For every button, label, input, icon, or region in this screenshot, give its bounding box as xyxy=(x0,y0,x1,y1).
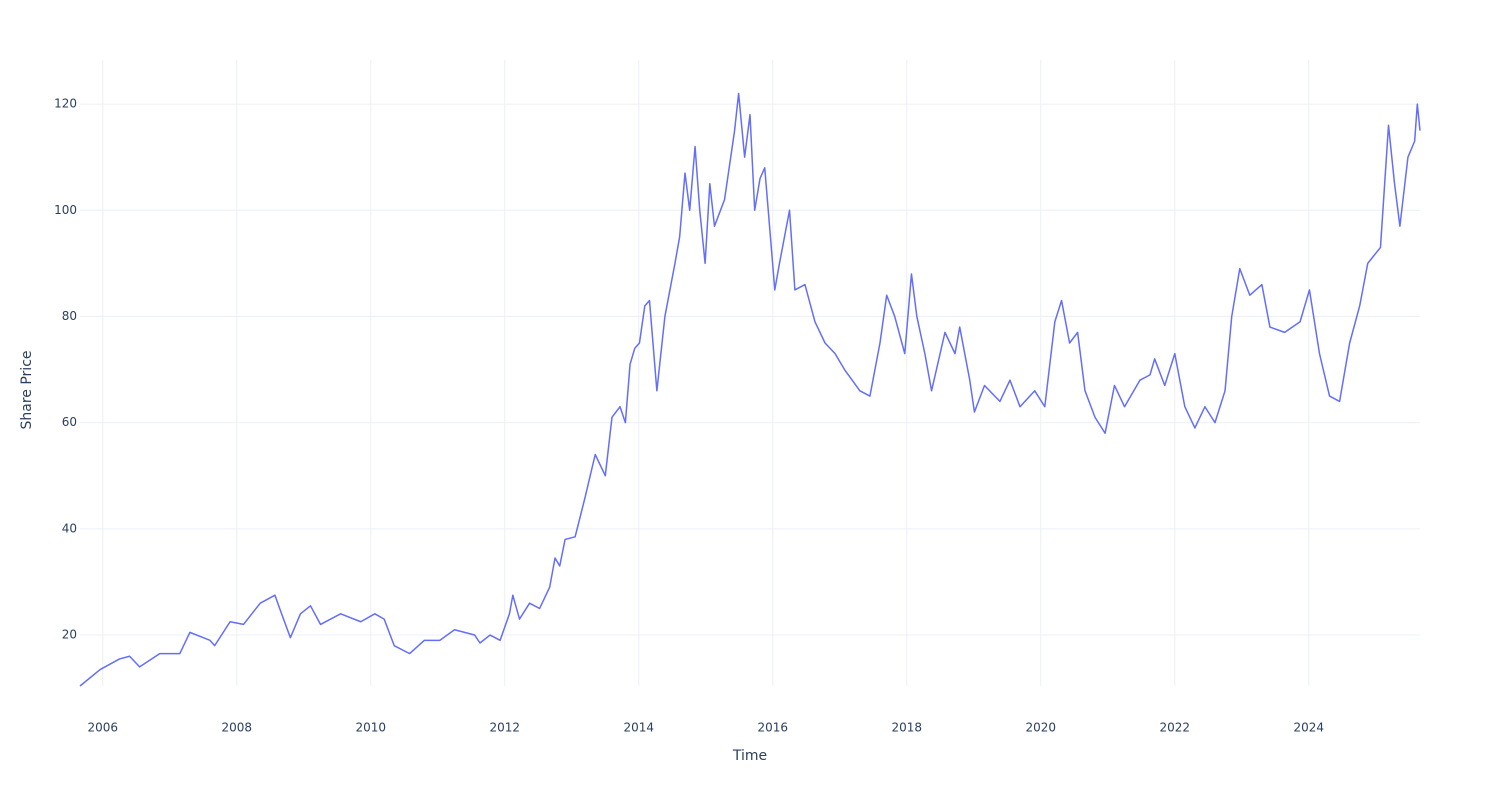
y-tick-label: 120 xyxy=(54,97,77,111)
x-tick-label: 2010 xyxy=(356,721,387,735)
y-tick-label: 60 xyxy=(62,415,77,429)
x-tick-label: 2018 xyxy=(892,721,923,735)
y-tick-label: 100 xyxy=(54,203,77,217)
x-tick-label: 2024 xyxy=(1294,721,1325,735)
x-tick-label: 2012 xyxy=(490,721,521,735)
y-tick-label: 20 xyxy=(62,628,77,642)
y-axis-title: Share Price xyxy=(19,350,35,429)
x-tick-label: 2006 xyxy=(88,721,119,735)
y-tick-label: 80 xyxy=(62,309,77,323)
price-line xyxy=(79,92,1421,687)
x-tick-label: 2020 xyxy=(1026,721,1057,735)
x-tick-label: 2016 xyxy=(758,721,789,735)
y-tick-label: 40 xyxy=(62,521,77,535)
x-axis-title: Time xyxy=(732,748,767,764)
x-tick-label: 2014 xyxy=(624,721,655,735)
grid xyxy=(80,60,1420,686)
x-tick-label: 2008 xyxy=(222,721,253,735)
x-tick-label: 2022 xyxy=(1160,721,1191,735)
